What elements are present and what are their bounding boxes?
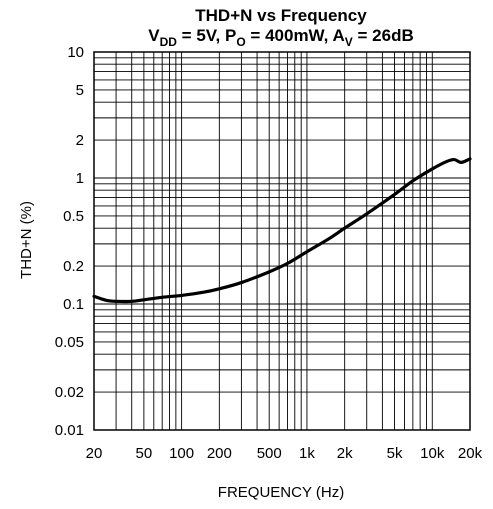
subtitle-subscript: V [345, 35, 353, 49]
y-tick-label: 0.2 [63, 258, 84, 275]
x-tick-label: 1k [299, 445, 315, 462]
x-tick-label: 5k [387, 445, 403, 462]
x-tick-label: 100 [169, 445, 194, 462]
y-tick-label: 10 [67, 44, 84, 61]
chart-title: THD+N vs Frequency [195, 6, 367, 25]
y-tick-labels: 10 5 2 1 0.5 0.2 0.1 0.05 0.02 0.01 [55, 44, 84, 439]
x-tick-label: 50 [136, 445, 153, 462]
y-tick-label: 0.1 [63, 296, 84, 313]
plot-frame [93, 51, 471, 431]
subtitle-subscript: DD [160, 35, 178, 49]
x-tick-label: 20k [458, 445, 483, 462]
y-tick-label: 0.5 [63, 208, 84, 225]
grid [94, 52, 470, 430]
x-tick-label: 500 [257, 445, 282, 462]
subtitle-text: V [148, 26, 160, 45]
x-axis-label: FREQUENCY (Hz) [218, 484, 344, 501]
x-tick-label: 20 [86, 445, 103, 462]
y-tick-label: 0.02 [55, 384, 84, 401]
y-tick-label: 1 [76, 170, 84, 187]
x-tick-labels: 20 50 100 200 500 1k 2k 5k 10k 20k [86, 445, 483, 462]
y-tick-label: 5 [76, 82, 84, 99]
y-tick-label: 2 [76, 132, 84, 149]
y-axis-label: THD+N (%) [18, 201, 35, 279]
thd-n-series-line [92, 157, 472, 304]
subtitle-text: = 5V, P [177, 26, 236, 45]
subtitle-subscript: O [236, 35, 245, 49]
y-tick-label: 0.05 [55, 334, 84, 351]
series-layer [92, 157, 472, 304]
subtitle-text: = 26dB [353, 26, 414, 45]
x-tick-label: 200 [207, 445, 232, 462]
x-tick-label: 2k [337, 445, 353, 462]
chart-subtitle: VDD = 5V, PO = 400mW, AV = 26dB [148, 26, 413, 49]
y-tick-label: 0.01 [55, 422, 84, 439]
subtitle-text: = 400mW, A [246, 26, 345, 45]
x-tick-label: 10k [420, 445, 445, 462]
